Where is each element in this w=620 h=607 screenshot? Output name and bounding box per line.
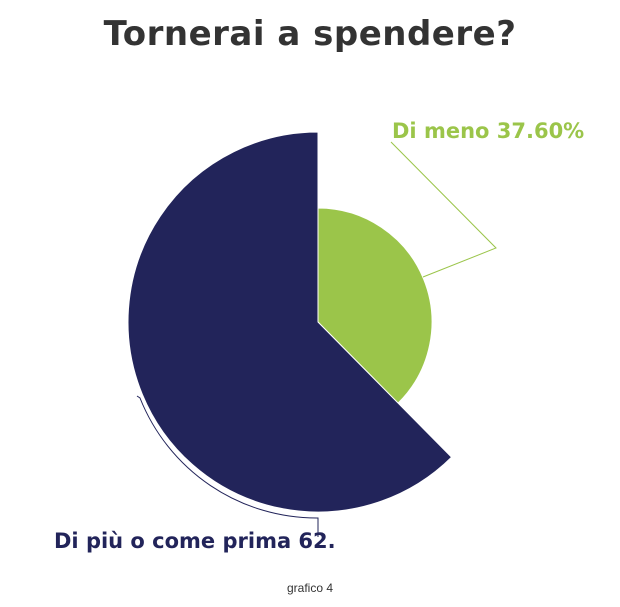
chart-title: Tornerai a spendere? <box>103 14 517 54</box>
slice-label-1: Di meno 37.60% <box>392 119 584 143</box>
pie-slice-2 <box>127 131 453 513</box>
pie-slice-1 <box>317 207 433 404</box>
chart-caption: grafico 4 <box>286 581 334 595</box>
leader-line-2 <box>136 395 319 537</box>
slice-label-2: Di più o come prima 62. <box>54 529 336 553</box>
leader-line-1 <box>390 141 497 278</box>
